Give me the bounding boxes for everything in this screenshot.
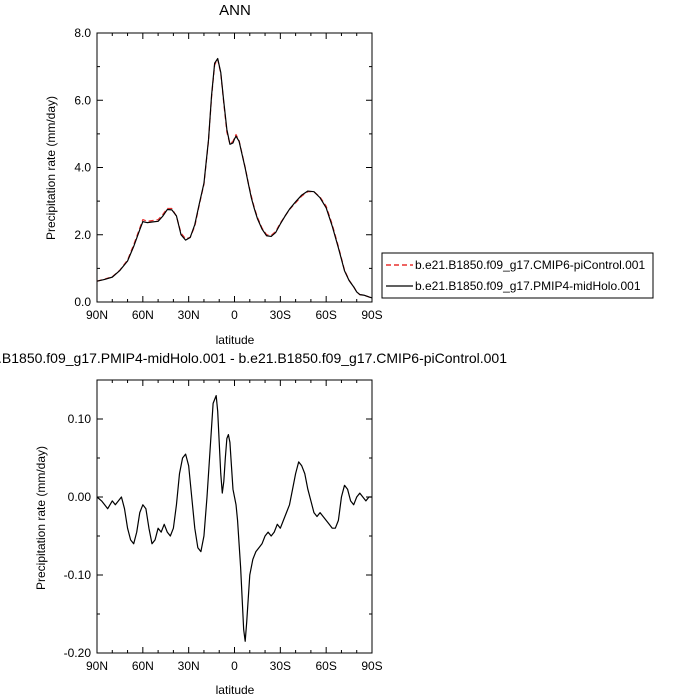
bottom-x-tick-label: 30S (270, 659, 291, 673)
bottom-y-tick-label: 0.10 (68, 412, 92, 426)
bottom-x-tick-label: 60N (132, 659, 154, 673)
panel-top: ANN 90N 60N 30N 0 30S 60S 90S 0.0 2.0 4.0 6.0 8.0 l… (44, 2, 383, 347)
bottom-x-tick-label: 60S (315, 659, 336, 673)
top-y-axis-label: Precipitation rate (mm/day) (44, 96, 58, 240)
bottom-y-tick-label: -0.10 (64, 568, 92, 582)
top-plot-frame (96, 32, 373, 303)
top-series-line-1 (96, 57, 373, 299)
bottom-plot-frame (96, 379, 373, 654)
bottom-plot-area: 90N 60N 30N 0 30S 60S 90S -0.20 -0.10 0.00 0.10 (64, 379, 383, 673)
top-x-axis-label: latitude (216, 333, 255, 347)
top-x-tick-label: 90S (361, 308, 382, 322)
top-y-tick-label: 4.0 (74, 161, 91, 175)
top-y-tick-label: 8.0 (74, 26, 91, 40)
top-chart-title: ANN (219, 2, 251, 19)
legend-label-control: b.e21.B1850.f09_g17.CMIP6-piControl.001 (415, 258, 645, 272)
top-y-tick-label: 0.0 (74, 295, 91, 309)
top-series-line-0 (96, 58, 373, 299)
bottom-x-axis-label: latitude (216, 683, 255, 697)
bottom-y-tick-label: -0.20 (64, 646, 92, 660)
bottom-series-line-0 (96, 395, 372, 642)
bottom-y-axis-label: Precipitation rate (mm/day) (34, 446, 48, 590)
top-x-tick-label: 30S (270, 308, 291, 322)
top-plot-area: 90N 60N 30N 0 30S 60S 90S 0.0 2.0 4.0 6.0 8.0 (74, 26, 382, 322)
top-y-tick-label: 6.0 (74, 93, 91, 107)
top-x-tick-label: 30N (178, 308, 200, 322)
bottom-x-tick-label: 90S (361, 659, 382, 673)
top-x-tick-label: 0 (231, 308, 238, 322)
bottom-y-tick-label: 0.00 (68, 490, 92, 504)
legend: b.e21.B1850.f09_g17.CMIP6-piControl.001 … (381, 252, 654, 299)
top-x-tick-label: 60N (132, 308, 154, 322)
legend-label-midholo: b.e21.B1850.f09_g17.PMIP4-midHolo.001 (415, 279, 641, 293)
bottom-x-tick-label: 0 (231, 659, 238, 673)
bottom-chart-title: b.e21.B1850.f09_g17.PMIP4-midHolo.001 - … (0, 350, 507, 366)
bottom-x-tick-label: 90N (86, 659, 108, 673)
legend-box (381, 252, 654, 299)
top-x-tick-label: 90N (86, 308, 108, 322)
bottom-x-tick-label: 30N (178, 659, 200, 673)
panel-bottom: b.e21.B1850.f09_g17.PMIP4-midHolo.001 - … (0, 350, 507, 697)
top-y-tick-label: 2.0 (74, 228, 91, 242)
top-x-tick-label: 60S (315, 308, 336, 322)
